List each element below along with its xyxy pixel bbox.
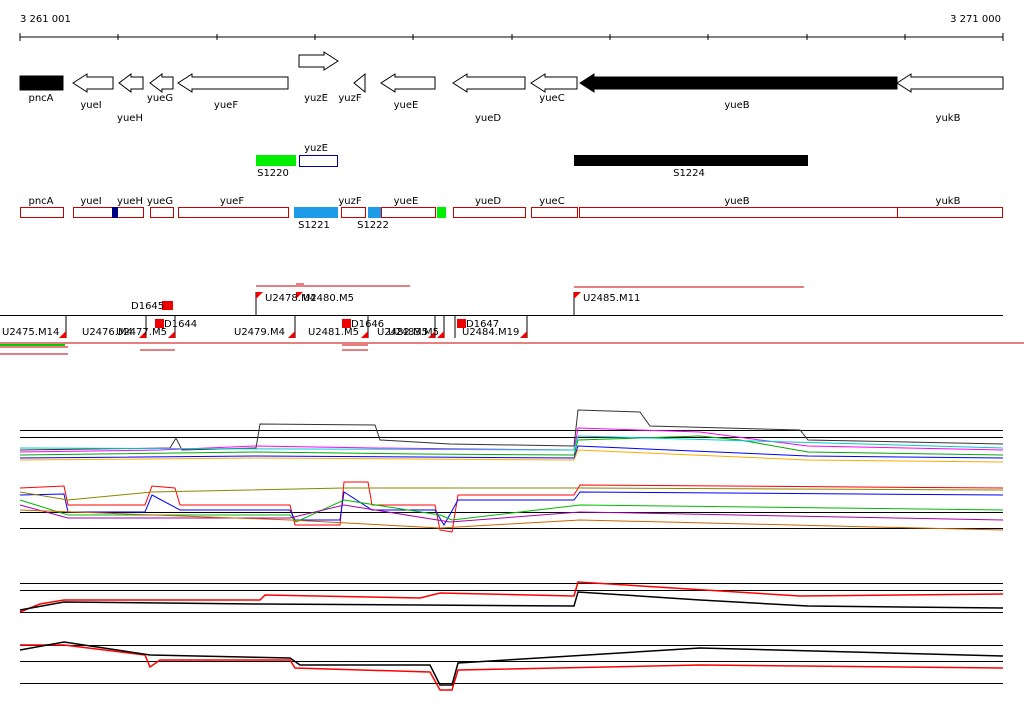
annotation-labels: pncA yueI yueH yueG yueF yuzF yueE yueD … (28, 196, 960, 231)
segment-track: yuzE S1220 S1224 (256, 143, 808, 179)
transcript-label: U2477.M5 (116, 327, 167, 338)
transcript-label: U2485.M11 (583, 293, 640, 304)
transcript-track: D1645 U2478.M4 U2480.M5 U2485.M11 U2475.… (0, 283, 1024, 355)
gene-label: yueD (475, 113, 501, 124)
segment-label: S1224 (673, 168, 705, 179)
segment-label: S1220 (257, 168, 289, 179)
annotation-label: S1222 (357, 220, 389, 231)
ruler-start: 3 261 001 (20, 14, 71, 25)
gene-label: yueB (724, 100, 749, 111)
gene-label: yueH (117, 113, 143, 124)
gene-label: yueG (147, 93, 173, 104)
annotation-label: yueD (475, 196, 501, 207)
annotation-label: yueE (394, 196, 419, 207)
transcript-label: D1645 (131, 301, 164, 312)
gene-track (19, 51, 1004, 94)
ruler: 3 261 001 3 271 000 (19, 14, 1004, 41)
transcript-label: U2484.M19 (462, 327, 519, 338)
transcript-label: D1647 (466, 319, 499, 330)
gene-label: yueE (394, 100, 419, 111)
annotation-label: yukB (936, 196, 961, 207)
annotation-label: pncA (28, 196, 53, 207)
annotation-track (20, 207, 1003, 218)
expression-profiles (19, 409, 1004, 691)
transcript-label: U2476.M4 (82, 327, 133, 338)
gene-labels: pncA yueI yueH yueG yueF yuzE yuzF yueE … (28, 93, 960, 124)
gene-label: yukB (936, 113, 961, 124)
transcript-label: U2480.M5 (303, 293, 354, 304)
transcript-label: U2481.M5 (308, 327, 359, 338)
gene-label: pncA (28, 93, 53, 104)
annotation-label: yueH (117, 196, 143, 207)
gene-label: yueF (214, 100, 238, 111)
annotation-label: yueC (539, 196, 564, 207)
annotation-label: yuzF (338, 196, 362, 207)
annotation-label: yueF (220, 196, 244, 207)
annotation-label: yueG (147, 196, 173, 207)
transcript-label: U2483.M5 (388, 327, 439, 338)
transcript-label: U2482.M5 (377, 327, 428, 338)
segment-label: yuzE (304, 143, 328, 154)
transcript-label: U2479.M4 (234, 327, 285, 338)
annotation-label: S1221 (298, 220, 330, 231)
gene-label: yueC (539, 93, 564, 104)
annotation-label: yueI (80, 196, 101, 207)
transcript-label: D1646 (351, 319, 384, 330)
gene-label: yuzF (338, 93, 362, 104)
gene-label: yueI (80, 100, 101, 111)
transcript-label: U2478.M4 (265, 293, 316, 304)
transcript-label: U2475.M14 (2, 327, 59, 338)
gene-label: yuzE (304, 93, 328, 104)
ruler-end: 3 271 000 (950, 14, 1001, 25)
transcript-label: D1644 (164, 319, 197, 330)
annotation-label: yueB (724, 196, 749, 207)
